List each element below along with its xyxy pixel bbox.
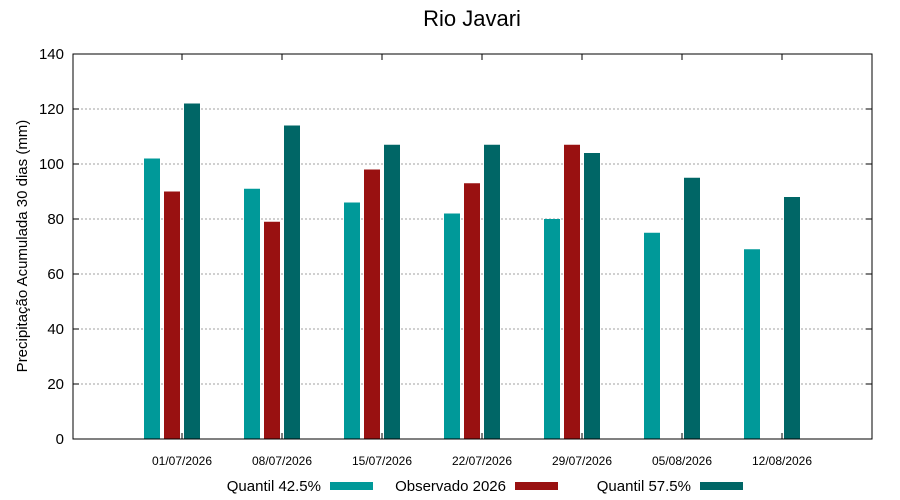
y-axis-ticks: 0 20 40 60 80 100 120 140 (39, 46, 872, 448)
bar-quantil-57-5--4 (584, 153, 600, 439)
x-tick-label: 29/07/2026 (552, 454, 612, 468)
x-tick-label: 08/07/2026 (252, 454, 312, 468)
bar-quantil-42-5--5 (644, 232, 660, 439)
legend-label: Observado 2026 (395, 478, 506, 495)
legend-label: Quantil 42.5% (227, 478, 321, 495)
legend-swatch (700, 482, 743, 490)
y-tick-label: 40 (47, 321, 64, 338)
bar-observado-2026-4 (564, 144, 580, 439)
y-tick-label: 80 (47, 211, 64, 228)
bar-quantil-57-5--6 (784, 197, 800, 439)
bar-observado-2026-1 (264, 221, 280, 439)
bar-quantil-57-5--3 (484, 144, 500, 439)
bars (144, 103, 800, 439)
bar-quantil-42-5--2 (344, 202, 360, 439)
x-tick-label: 12/08/2026 (752, 454, 812, 468)
y-tick-label: 60 (47, 266, 64, 283)
legend-swatch (515, 482, 558, 490)
x-tick-label: 15/07/2026 (352, 454, 412, 468)
bar-quantil-42-5--0 (144, 158, 160, 439)
legend-label: Quantil 57.5% (597, 478, 691, 495)
y-tick-label: 120 (39, 101, 64, 118)
x-axis-ticks: 01/07/2026 08/07/2026 15/07/2026 22/07/2026… (152, 54, 812, 468)
bar-quantil-57-5--0 (184, 103, 200, 439)
legend: Quantil 42.5% Observado 2026 Quantil 57.5% (227, 478, 743, 495)
x-tick-label: 01/07/2026 (152, 454, 212, 468)
bar-observado-2026-2 (364, 169, 380, 439)
bar-quantil-42-5--1 (244, 188, 260, 439)
chart-title: Rio Javari (423, 6, 521, 31)
legend-swatch (330, 482, 373, 490)
y-tick-label: 0 (56, 431, 64, 448)
bar-quantil-42-5--4 (544, 219, 560, 439)
bar-observado-2026-0 (164, 191, 180, 439)
x-tick-label: 05/08/2026 (652, 454, 712, 468)
bar-observado-2026-3 (464, 183, 480, 439)
bar-quantil-57-5--2 (384, 144, 400, 439)
y-tick-label: 20 (47, 376, 64, 393)
y-tick-label: 100 (39, 156, 64, 173)
bar-quantil-57-5--5 (684, 177, 700, 439)
bar-quantil-42-5--3 (444, 213, 460, 439)
plot-area (72, 53, 873, 440)
bar-quantil-57-5--1 (284, 125, 300, 439)
y-axis-label: Precipitação Acumulada 30 dias (mm) (14, 120, 31, 373)
x-tick-label: 22/07/2026 (452, 454, 512, 468)
grid-lines (73, 108, 872, 385)
y-tick-label: 140 (39, 46, 64, 63)
bar-quantil-42-5--6 (744, 249, 760, 439)
